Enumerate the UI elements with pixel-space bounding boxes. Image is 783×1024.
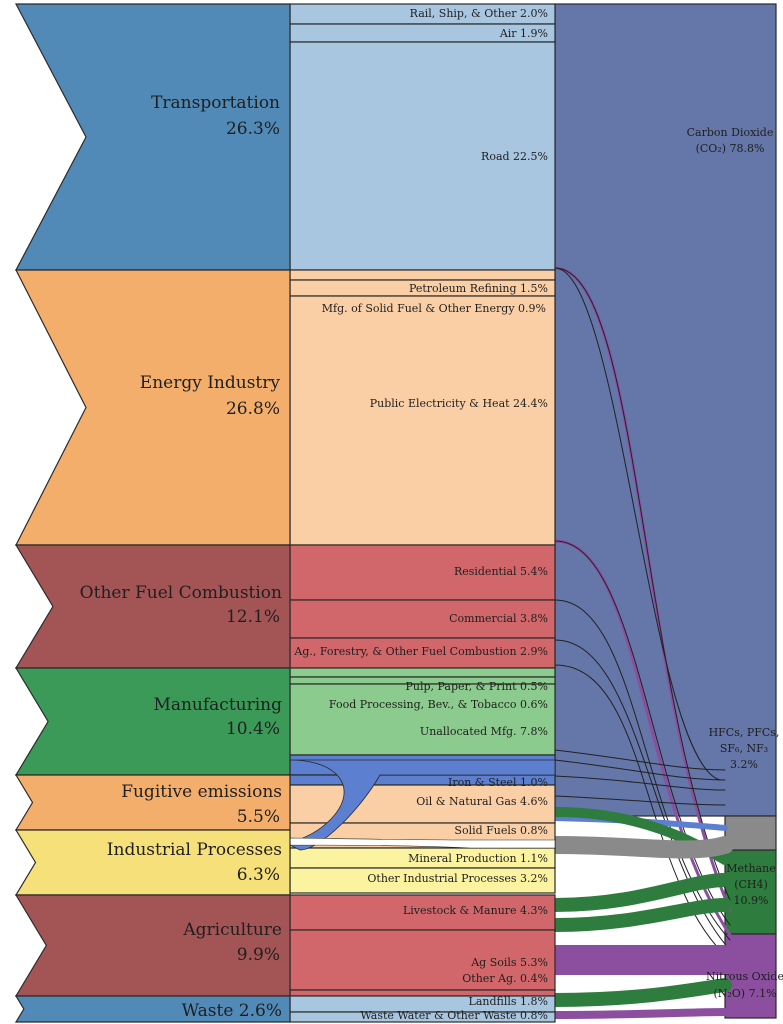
methane-label-formula: (CH4) xyxy=(734,878,768,891)
sector-name: Energy Industry xyxy=(140,373,281,393)
flow-ribbon xyxy=(554,775,726,791)
flow-ribbon xyxy=(554,795,726,806)
sector-share: 6.3% xyxy=(237,865,280,885)
sector-share: 9.9% xyxy=(237,945,280,965)
co2-block xyxy=(554,3,777,817)
subsector-label: Ag., Forestry, & Other Fuel Combustion 2… xyxy=(293,645,548,658)
flow-ribbon xyxy=(554,749,726,771)
subsector-label: Other Ag. 0.4% xyxy=(462,972,548,985)
sector-share: 26.8% xyxy=(226,399,280,419)
subsector-label: Petroleum Refining 1.5% xyxy=(409,282,548,295)
flow-ribbon xyxy=(552,815,728,831)
n2o-label-value: (N₂O) 7.1% xyxy=(713,987,776,1000)
sector-name: Agriculture xyxy=(182,920,282,940)
subsector-label: Road 22.5% xyxy=(481,150,548,163)
subsector-block xyxy=(289,867,556,894)
sector-name: Fugitive emissions xyxy=(121,782,282,802)
hfc-label: HFCs, PFCs, xyxy=(709,726,780,739)
hfc-label-value: 3.2% xyxy=(730,758,758,771)
flow-ribbon xyxy=(554,599,731,941)
sector-share: 12.1% xyxy=(226,607,280,627)
subsector-block xyxy=(289,269,556,281)
subsector-label: Other Industrial Processes 3.2% xyxy=(367,872,548,885)
sector-share: 5.5% xyxy=(237,807,280,827)
methane-block xyxy=(724,849,777,935)
subsector-label: Oil & Natural Gas 4.6% xyxy=(416,795,548,808)
co2-label-value: (CO₂) 78.8% xyxy=(696,142,765,155)
gas-column xyxy=(554,3,777,1019)
flow-ribbon xyxy=(548,873,732,912)
subsector-label: Solid Fuels 0.8% xyxy=(454,824,548,837)
flow-ribbon xyxy=(554,664,731,961)
subsector-column: Rail, Ship, & Other 2.0% Air 1.9% Road 22.… xyxy=(289,3,556,1023)
n2o-label: Nitrous Oxide xyxy=(706,970,783,983)
subsector-block xyxy=(289,41,556,271)
sector-share: 26.3% xyxy=(226,119,280,139)
gas-labels: Carbon Dioxide (CO₂) 78.8% HFCs, PFCs, S… xyxy=(687,126,783,1000)
sector-name: Industrial Processes xyxy=(107,840,282,860)
subsector-block xyxy=(289,667,556,678)
subsector-block xyxy=(289,637,556,669)
flow-ribbon xyxy=(554,759,726,781)
subsector-block xyxy=(289,599,556,639)
subsector-block xyxy=(289,295,556,546)
subsector-label: Ag Soils 5.3% xyxy=(470,956,548,969)
subsector-block xyxy=(289,683,556,756)
subsector-label: Iron & Steel 1.0% xyxy=(448,776,548,789)
subsector-label: Unallocated Mfg. 7.8% xyxy=(420,725,548,738)
flow-ribbon xyxy=(554,267,721,781)
co2-label: Carbon Dioxide xyxy=(687,126,774,139)
flow-ribbon xyxy=(289,837,556,849)
subsector-block xyxy=(289,894,556,931)
subsector-label: Residential 5.4% xyxy=(454,565,548,578)
flow-ribbon xyxy=(546,836,734,859)
flow-ribbon xyxy=(554,540,731,926)
methane-label-value: 10.9% xyxy=(734,894,769,907)
methane-label: Methane xyxy=(726,862,775,875)
sector-name: Transportation xyxy=(151,93,280,113)
subsector-label: Public Electricity & Heat 24.4% xyxy=(370,397,548,410)
flow-ribbon xyxy=(548,898,732,932)
sector-share: 10.4% xyxy=(226,719,280,739)
subsector-label: Rail, Ship, & Other 2.0% xyxy=(410,7,548,20)
sector-name: Manufacturing xyxy=(153,695,282,715)
sector-block xyxy=(14,995,291,1023)
subsector-label: Air 1.9% xyxy=(499,27,548,40)
sector-column: Transportation 26.3% Energy Industry 26.8% O… xyxy=(14,3,291,1023)
flow-ribbons xyxy=(540,266,740,1019)
subsector-label: Livestock & Manure 4.3% xyxy=(403,904,548,917)
sector-label: Waste 2.6% xyxy=(182,1001,282,1021)
subsector-label: Landfills 1.8% xyxy=(469,995,548,1008)
flow-ribbon xyxy=(548,978,732,1007)
subsector-label: Commercial 3.8% xyxy=(449,612,548,625)
subsector-label: Pulp, Paper, & Print 0.5% xyxy=(405,680,548,693)
subsector-label: Mineral Production 1.1% xyxy=(408,852,548,865)
subsector-label: Mfg. of Solid Fuel & Other Energy 0.9% xyxy=(322,302,546,315)
chem-iron-flows xyxy=(289,759,556,851)
flow-ribbon xyxy=(551,1008,729,1019)
subsector-block xyxy=(289,544,556,601)
hfc-label-formula: SF₆, NF₃ xyxy=(720,742,768,755)
sector-name: Other Fuel Combustion xyxy=(80,583,282,603)
flow-ribbon xyxy=(554,267,731,901)
subsector-label: Food Processing, Bev., & Tobacco 0.6% xyxy=(329,698,548,711)
subsector-label: Waste Water & Other Waste 0.8% xyxy=(360,1009,548,1022)
